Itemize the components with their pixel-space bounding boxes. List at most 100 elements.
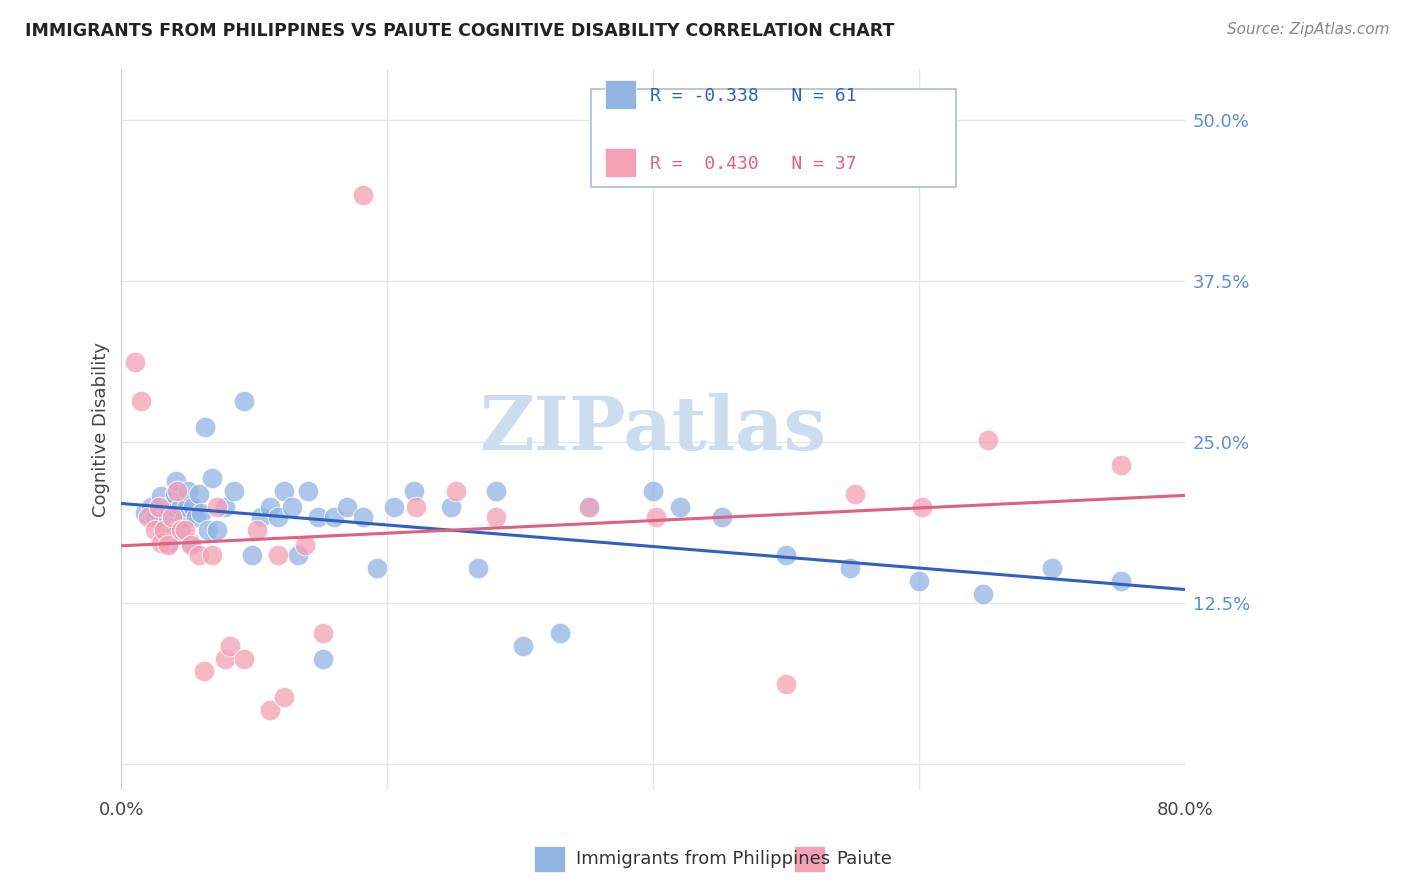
Point bbox=[136, 509, 159, 524]
Point bbox=[148, 500, 170, 514]
Point bbox=[170, 523, 193, 537]
Point bbox=[174, 523, 197, 537]
Point bbox=[201, 471, 224, 485]
Point bbox=[180, 535, 202, 549]
Point bbox=[297, 484, 319, 499]
Point bbox=[155, 509, 177, 524]
Point bbox=[156, 500, 179, 514]
Point bbox=[977, 433, 1000, 447]
Point bbox=[267, 549, 290, 563]
Point bbox=[844, 486, 866, 500]
Point bbox=[366, 561, 388, 575]
Point bbox=[280, 500, 302, 514]
Point bbox=[323, 509, 346, 524]
Point bbox=[402, 484, 425, 499]
Point bbox=[201, 549, 224, 563]
Point bbox=[307, 509, 329, 524]
Point bbox=[232, 393, 254, 408]
Point bbox=[467, 561, 489, 575]
Point bbox=[775, 677, 797, 691]
Point bbox=[165, 474, 187, 488]
Point bbox=[273, 484, 295, 499]
Point bbox=[166, 484, 188, 499]
Point bbox=[205, 523, 228, 537]
Point bbox=[405, 500, 427, 514]
Point bbox=[134, 506, 156, 520]
Point bbox=[160, 512, 183, 526]
Point bbox=[181, 500, 204, 514]
Point bbox=[187, 549, 209, 563]
Point bbox=[157, 535, 180, 549]
Point bbox=[312, 651, 335, 665]
Point bbox=[273, 690, 295, 705]
Point bbox=[352, 187, 374, 202]
Point bbox=[180, 538, 202, 552]
Point bbox=[446, 484, 468, 499]
Point bbox=[170, 500, 193, 514]
Point bbox=[124, 355, 146, 369]
Point bbox=[910, 500, 932, 514]
Point bbox=[668, 500, 690, 514]
Point bbox=[485, 509, 508, 524]
Text: ZIPatlas: ZIPatlas bbox=[479, 392, 827, 466]
Point bbox=[259, 500, 281, 514]
Point bbox=[177, 484, 200, 499]
Point bbox=[440, 500, 463, 514]
Point bbox=[187, 486, 209, 500]
Point bbox=[190, 506, 212, 520]
Point bbox=[160, 509, 183, 524]
Point bbox=[156, 538, 179, 552]
Point bbox=[838, 561, 860, 575]
Text: R =  0.430   N = 37: R = 0.430 N = 37 bbox=[650, 155, 856, 173]
Point bbox=[219, 639, 242, 653]
Point bbox=[246, 523, 269, 537]
Point bbox=[294, 538, 316, 552]
Point bbox=[214, 500, 236, 514]
Point bbox=[711, 509, 734, 524]
Y-axis label: Cognitive Disability: Cognitive Disability bbox=[93, 342, 110, 516]
Point bbox=[352, 509, 374, 524]
Point bbox=[382, 500, 405, 514]
Point bbox=[214, 651, 236, 665]
Point bbox=[173, 512, 195, 526]
Point bbox=[176, 500, 198, 514]
Point bbox=[148, 500, 170, 514]
Point bbox=[240, 549, 263, 563]
Point bbox=[150, 535, 173, 549]
Point bbox=[578, 500, 600, 514]
Point bbox=[139, 500, 162, 514]
Point bbox=[150, 489, 173, 503]
Point bbox=[644, 509, 666, 524]
Point bbox=[1109, 458, 1132, 473]
Point bbox=[153, 523, 176, 537]
Point bbox=[548, 625, 571, 640]
Point bbox=[972, 587, 994, 601]
Point bbox=[312, 625, 335, 640]
Point bbox=[193, 665, 215, 679]
Point bbox=[197, 523, 219, 537]
Point bbox=[775, 549, 797, 563]
Point bbox=[232, 651, 254, 665]
Point bbox=[267, 509, 290, 524]
Text: Immigrants from Philippines: Immigrants from Philippines bbox=[576, 850, 831, 868]
Point bbox=[131, 393, 153, 408]
Point bbox=[512, 639, 534, 653]
Point bbox=[908, 574, 931, 589]
Text: Paiute: Paiute bbox=[837, 850, 893, 868]
Point bbox=[184, 509, 207, 524]
Point bbox=[336, 500, 359, 514]
Point bbox=[205, 500, 228, 514]
Point bbox=[641, 484, 664, 499]
Point bbox=[1109, 574, 1132, 589]
Text: Source: ZipAtlas.com: Source: ZipAtlas.com bbox=[1226, 22, 1389, 37]
Point bbox=[153, 523, 176, 537]
Point bbox=[194, 419, 217, 434]
Point bbox=[162, 500, 184, 514]
Point bbox=[167, 523, 190, 537]
Point bbox=[287, 549, 309, 563]
Point bbox=[250, 509, 273, 524]
Point bbox=[259, 703, 281, 717]
Point bbox=[485, 484, 508, 499]
Text: R = -0.338   N = 61: R = -0.338 N = 61 bbox=[650, 87, 856, 105]
Point bbox=[578, 500, 600, 514]
